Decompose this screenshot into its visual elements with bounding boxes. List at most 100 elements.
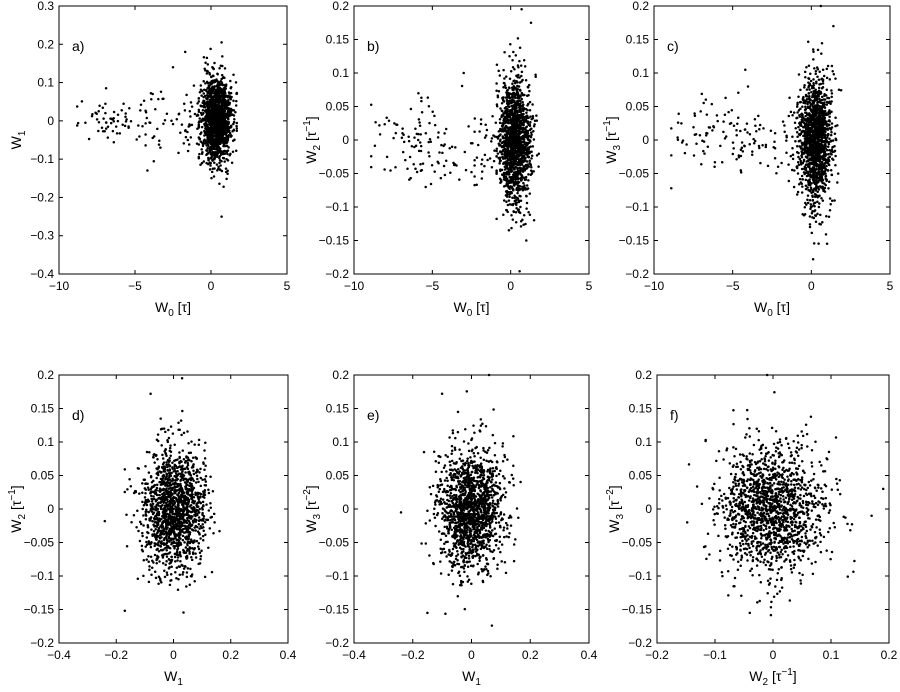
data-point [199,163,202,166]
data-point [519,95,522,98]
data-point [700,92,704,96]
data-point [218,83,221,86]
data-point [213,61,216,65]
y-tick-label: −0.1 [30,569,54,583]
data-point [448,146,451,150]
data-point [773,140,776,143]
data-point [812,161,816,165]
data-point [213,124,216,128]
data-point [206,136,210,140]
data-point [234,104,238,107]
data-point [198,117,201,120]
data-point [750,153,754,157]
data-point [217,102,220,106]
data-point [702,101,705,105]
data-point [418,121,421,124]
data-point [506,147,510,151]
data-point [798,115,802,118]
data-point [222,142,225,145]
data-point [810,212,814,215]
data-point [812,90,815,93]
data-point [814,131,818,135]
data-point [805,156,809,160]
data-point [517,103,521,107]
data-point [413,136,416,139]
data-point [479,122,483,126]
data-point [748,143,751,146]
data-point [817,125,820,129]
data-point [230,109,234,112]
data-point [223,129,227,132]
data-point [207,107,210,111]
data-point [225,120,229,123]
data-point [205,56,209,60]
data-point [824,174,828,178]
data-point [215,125,219,129]
data-point [184,135,188,139]
data-point [502,185,506,188]
data-point [498,121,502,125]
data-point [507,140,511,144]
data-point [808,178,811,181]
data-point [151,136,154,140]
data-point [523,133,527,136]
data-point [517,177,520,180]
data-point [202,95,205,99]
y-axis-label: W2 [τ−1] [302,116,323,163]
data-point [524,145,527,149]
x-tick-label: −0.2 [104,648,128,662]
data-point [806,201,810,205]
data-point [232,99,235,102]
data-point [127,125,130,128]
data-point [827,96,831,100]
data-point [206,131,209,135]
data-point [193,112,197,116]
data-point [822,120,825,123]
data-point [152,160,156,163]
data-point [418,124,422,127]
data-point [504,144,507,147]
data-point [518,185,521,188]
data-point [501,123,505,127]
data-point [509,118,512,121]
data-point [171,122,175,126]
data-point [512,50,515,54]
data-point [215,147,218,151]
data-point [426,96,430,99]
data-point [192,469,195,472]
data-point [189,115,192,118]
data-point [821,221,824,224]
data-point [532,125,536,128]
data-point [773,156,777,160]
data-point [201,119,205,122]
data-point [508,193,511,196]
data-point [816,68,820,71]
data-point [527,210,530,214]
data-point [815,120,818,123]
data-point [216,115,219,119]
y-tick-label: −0.1 [30,152,54,166]
data-point [824,128,828,131]
data-point [812,86,815,90]
data-point [222,117,226,120]
data-point [500,180,503,183]
data-point [235,127,239,130]
data-point [511,187,514,190]
data-point [826,159,830,162]
data-point [210,170,214,174]
data-point [522,140,525,144]
data-point [795,131,799,134]
data-point [819,82,823,86]
data-point [154,108,157,111]
data-point [839,88,843,92]
data-point [820,196,823,200]
data-point [518,59,521,63]
data-point [817,163,821,166]
data-point [797,109,801,112]
data-point [827,215,831,219]
data-point [467,125,470,128]
data-point [219,168,222,172]
data-point [783,124,786,127]
data-point [499,133,502,136]
data-point [470,170,473,174]
